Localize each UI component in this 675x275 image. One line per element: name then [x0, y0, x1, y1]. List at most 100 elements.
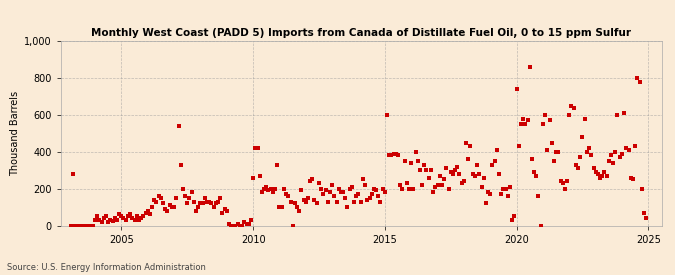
Point — [570, 163, 581, 167]
Point — [193, 205, 204, 209]
Point — [208, 205, 219, 209]
Point — [601, 174, 612, 178]
Point — [381, 113, 392, 117]
Point — [283, 194, 294, 198]
Point — [551, 150, 562, 154]
Point — [621, 146, 632, 150]
Point — [577, 135, 588, 139]
Point — [526, 157, 537, 161]
Point — [68, 172, 78, 176]
Point — [173, 124, 184, 128]
Point — [355, 199, 366, 204]
Point — [555, 179, 566, 183]
Point — [204, 199, 215, 204]
Point — [509, 214, 520, 218]
Point — [395, 183, 406, 187]
Point — [393, 153, 404, 158]
Point — [176, 163, 186, 167]
Point — [279, 186, 290, 191]
Point — [522, 118, 533, 123]
Point — [608, 161, 619, 165]
Point — [391, 152, 402, 156]
Point — [294, 208, 304, 213]
Point — [90, 218, 101, 222]
Point — [430, 185, 441, 189]
Point — [78, 223, 89, 228]
Point — [333, 186, 344, 191]
Point — [200, 196, 211, 200]
Point — [329, 194, 340, 198]
Point — [605, 153, 616, 158]
Point — [408, 186, 418, 191]
Point — [180, 194, 190, 198]
Point — [406, 161, 416, 165]
Point — [234, 223, 245, 228]
Point — [371, 188, 381, 193]
Point — [160, 207, 171, 211]
Point — [146, 205, 157, 209]
Point — [94, 218, 105, 222]
Point — [443, 186, 454, 191]
Point — [572, 166, 583, 170]
Point — [120, 218, 131, 222]
Point — [202, 199, 213, 204]
Point — [197, 201, 208, 206]
Point — [153, 194, 164, 198]
Point — [632, 76, 643, 80]
Point — [402, 181, 412, 185]
Point — [136, 216, 146, 220]
Point — [597, 174, 608, 178]
Point — [437, 183, 448, 187]
Point — [476, 185, 487, 189]
Point — [116, 214, 127, 218]
Point — [186, 190, 197, 194]
Point — [111, 218, 122, 222]
Point — [432, 183, 443, 187]
Point — [261, 185, 271, 189]
Point — [448, 172, 458, 176]
Title: Monthly West Coast (PADD 5) Imports from Canada of Distillate Fuel Oil, 0 to 15 : Monthly West Coast (PADD 5) Imports from… — [91, 28, 631, 38]
Point — [535, 223, 546, 228]
Point — [470, 174, 481, 178]
Point — [628, 177, 639, 182]
Point — [641, 216, 651, 220]
Point — [300, 199, 311, 204]
Point — [446, 170, 456, 174]
Point — [296, 188, 306, 193]
Point — [500, 186, 511, 191]
Point — [129, 218, 140, 222]
Point — [584, 146, 595, 150]
Point — [195, 201, 206, 206]
Point — [553, 150, 564, 154]
Point — [72, 223, 83, 228]
Point — [123, 214, 134, 218]
Point — [414, 168, 425, 172]
Point — [610, 150, 621, 154]
Point — [322, 199, 333, 204]
Point — [239, 220, 250, 224]
Point — [263, 188, 274, 193]
Point — [441, 166, 452, 170]
Point — [358, 177, 369, 182]
Point — [97, 220, 107, 224]
Point — [105, 218, 115, 222]
Point — [88, 223, 99, 228]
Point — [259, 186, 269, 191]
Point — [379, 190, 390, 194]
Point — [140, 210, 151, 215]
Point — [134, 218, 144, 222]
Point — [637, 186, 647, 191]
Point — [425, 168, 436, 172]
Point — [138, 214, 148, 218]
Point — [190, 208, 201, 213]
Point — [612, 113, 623, 117]
Point — [211, 201, 221, 206]
Point — [155, 196, 166, 200]
Point — [276, 205, 287, 209]
Point — [309, 197, 320, 202]
Point — [367, 192, 377, 196]
Point — [74, 223, 85, 228]
Point — [127, 216, 138, 220]
Point — [142, 208, 153, 213]
Point — [252, 146, 263, 150]
